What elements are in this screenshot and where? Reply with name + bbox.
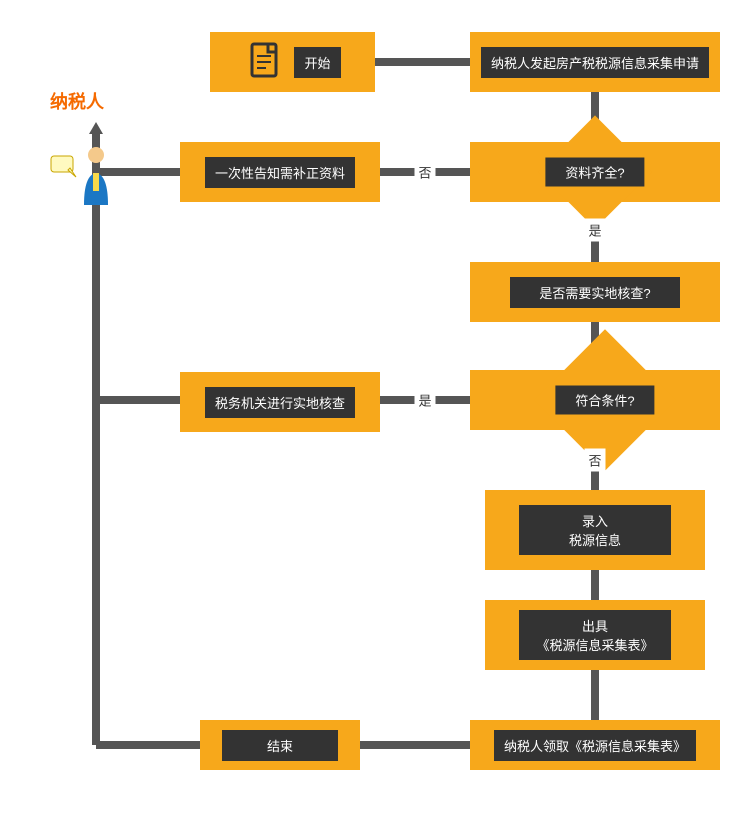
node-label: 出具《税源信息采集表》 xyxy=(519,610,671,660)
node-label: 结束 xyxy=(222,730,338,761)
node-label: 开始 xyxy=(294,47,340,78)
edge-label: 否 xyxy=(414,161,435,184)
node-start: 开始 xyxy=(210,32,375,92)
node-label: 一次性告知需补正资料 xyxy=(205,157,355,188)
edge-seg xyxy=(360,741,470,749)
taxpayer-icon xyxy=(78,145,114,215)
node-label: 资料齐全? xyxy=(545,158,644,187)
edge-seg xyxy=(591,670,599,720)
edge-label: 是 xyxy=(414,389,435,412)
edge-seg xyxy=(96,741,200,749)
node-end: 结束 xyxy=(200,720,360,770)
node-a: 纳税人发起房产税税源信息采集申请 xyxy=(470,32,720,92)
document-icon xyxy=(244,40,284,85)
edge-seg xyxy=(96,396,180,404)
edge-seg xyxy=(591,570,599,600)
edge-label: 是 xyxy=(584,219,605,242)
node-label: 纳税人领取《税源信息采集表》 xyxy=(494,730,696,761)
taxpayer-title: 纳税人 xyxy=(50,88,104,114)
node-c: 一次性告知需补正资料 xyxy=(180,142,380,202)
node-d: 是否需要实地核查? xyxy=(470,262,720,322)
node-label: 纳税人发起房产税税源信息采集申请 xyxy=(481,47,709,78)
node-g: 录入税源信息 xyxy=(485,490,705,570)
arrow-up xyxy=(89,122,103,134)
node-h: 出具《税源信息采集表》 xyxy=(485,600,705,670)
flowchart-stage: 否是是否开始纳税人发起房产税税源信息采集申请资料齐全?一次性告知需补正资料是否需… xyxy=(0,0,754,819)
node-b: 资料齐全? xyxy=(555,132,635,212)
node-label: 录入税源信息 xyxy=(519,505,671,555)
node-f: 税务机关进行实地核查 xyxy=(180,372,380,432)
node-label: 是否需要实地核查? xyxy=(510,277,680,308)
node-e: 符合条件? xyxy=(555,350,655,450)
node-label: 符合条件? xyxy=(555,386,654,415)
edge-seg xyxy=(92,172,100,745)
node-i: 纳税人领取《税源信息采集表》 xyxy=(470,720,720,770)
edge-label: 否 xyxy=(584,449,605,472)
callout-icon xyxy=(50,155,80,186)
node-label: 税务机关进行实地核查 xyxy=(205,387,355,418)
edge-seg xyxy=(375,58,470,66)
